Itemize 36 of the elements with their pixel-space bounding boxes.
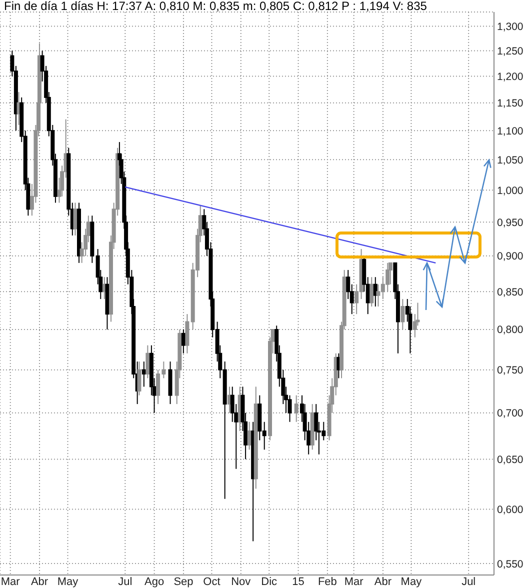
candlestick <box>73 202 78 236</box>
y-tick-label: 0,900 <box>497 250 524 263</box>
chart-title: Fin de día 1 días H: 17:37 A: 0,810 M: 0,835 m: 0,805 C: 0,812 P : 1,194 V: 835 <box>3 0 428 13</box>
y-tick-label: 1,050 <box>497 154 524 166</box>
x-tick-label: Mar <box>344 576 364 588</box>
y-tick-label: 0,600 <box>497 504 524 516</box>
y-tick-label: 1,150 <box>497 98 524 110</box>
x-tick-label: Feb <box>318 576 337 588</box>
x-tick-label: Jul <box>462 576 476 588</box>
y-tick-label: 0,700 <box>497 408 524 420</box>
x-tick-label: Nov <box>231 576 252 588</box>
y-tick-label: 1,300 <box>497 20 524 33</box>
x-tick-label: May <box>400 576 422 588</box>
y-tick-label: 1,200 <box>497 70 524 83</box>
x-tick-label: Jul <box>118 576 132 588</box>
x-tick-label: Abr <box>374 576 392 588</box>
x-tick-label: Ago <box>144 576 164 588</box>
x-tick-label: Dic <box>261 576 278 588</box>
x-tick-label: Oct <box>203 576 220 588</box>
y-tick-label: 0,800 <box>497 324 524 336</box>
y-tick-label: 0,650 <box>497 454 524 466</box>
x-tick-label: Mar <box>0 576 20 588</box>
candlestick <box>181 329 186 354</box>
y-tick-label: 0,550 <box>497 558 524 570</box>
y-tick-label: 0,950 <box>497 216 524 229</box>
y-tick-label: 1,000 <box>497 184 524 197</box>
y-tick-label: 0,750 <box>497 364 524 377</box>
candlestick <box>146 344 150 379</box>
y-tick-label: 1,100 <box>497 125 524 138</box>
x-tick-label: Abr <box>30 576 48 588</box>
x-tick-label: 15 <box>292 576 304 588</box>
y-tick-label: 0,850 <box>497 286 524 298</box>
candlestick <box>370 276 374 308</box>
x-tick-label: Sep <box>174 576 194 588</box>
x-tick-label: May <box>57 576 79 588</box>
y-tick-label: 1,250 <box>497 45 524 58</box>
